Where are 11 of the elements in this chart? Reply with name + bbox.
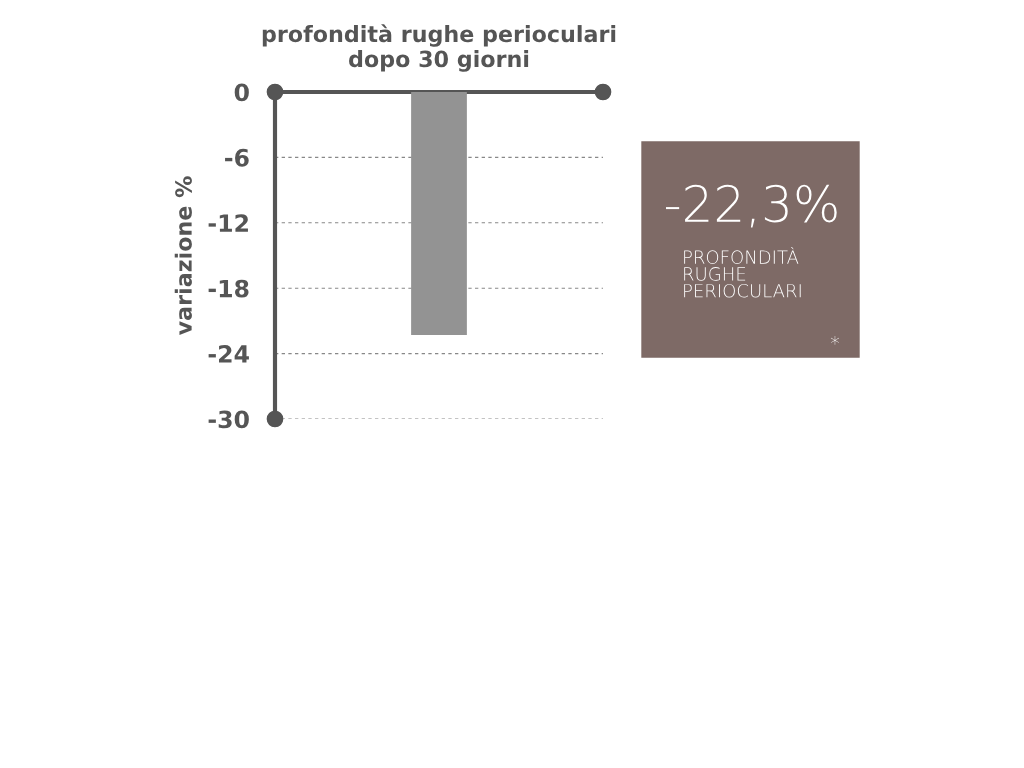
text: *: [830, 335, 840, 345]
y-tick-label: 0: [234, 83, 249, 102]
y-axis-title: variazione %: [174, 176, 192, 336]
y-tick-label: -12: [208, 214, 248, 232]
chart-title: profondità rughe perioculari dopo 30 giorni: [262, 24, 616, 72]
y-tick-label: -18: [208, 279, 249, 298]
text: PROFONDITÀ RUGHE PERIOCULARI: [684, 247, 801, 298]
y-tick-label: -30: [208, 410, 249, 429]
y-tick-label: -6: [225, 148, 249, 167]
text: -22,3%: [666, 184, 837, 228]
y-tick-label: -24: [208, 345, 249, 363]
